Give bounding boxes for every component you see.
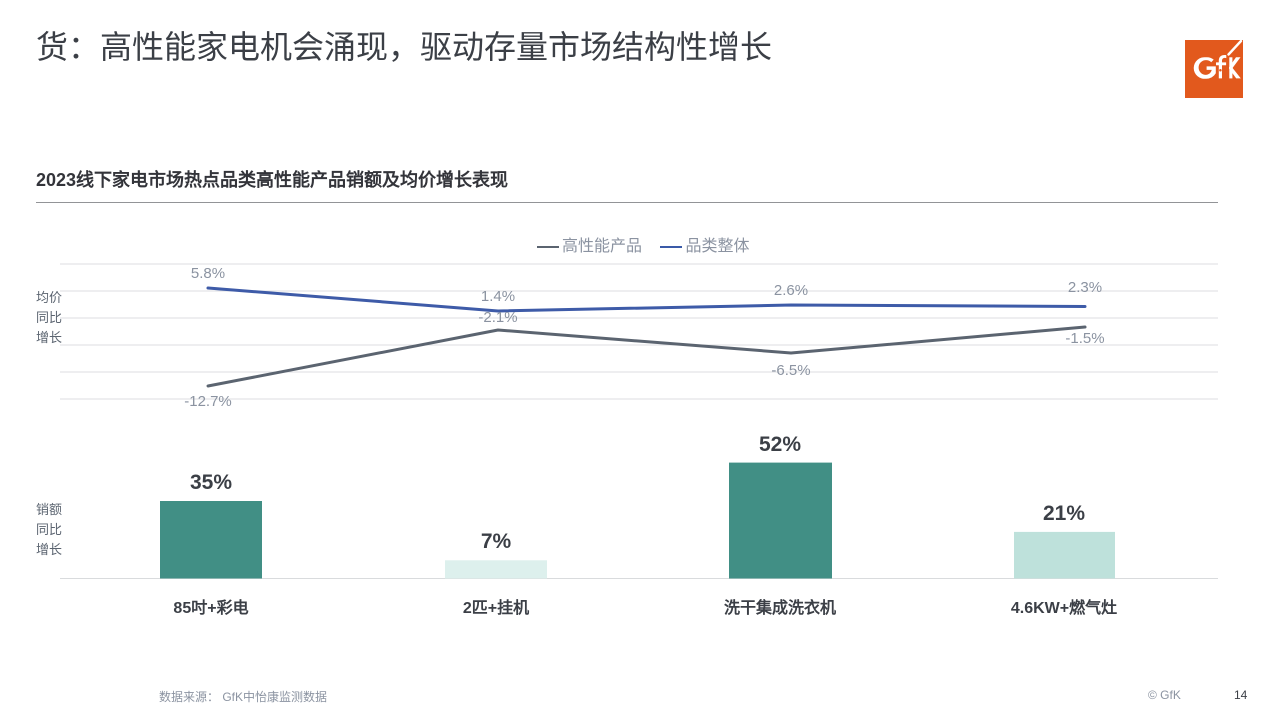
svg-text:洗干集成洗衣机: 洗干集成洗衣机 <box>724 598 836 617</box>
svg-text:7%: 7% <box>481 530 512 553</box>
svg-text:21%: 21% <box>1043 502 1085 525</box>
svg-text:4.6KW+燃气灶: 4.6KW+燃气灶 <box>1011 598 1117 617</box>
svg-text:2匹+挂机: 2匹+挂机 <box>463 598 529 617</box>
svg-text:52%: 52% <box>759 433 801 456</box>
svg-text:35%: 35% <box>190 471 232 494</box>
svg-text:85吋+彩电: 85吋+彩电 <box>173 598 248 617</box>
